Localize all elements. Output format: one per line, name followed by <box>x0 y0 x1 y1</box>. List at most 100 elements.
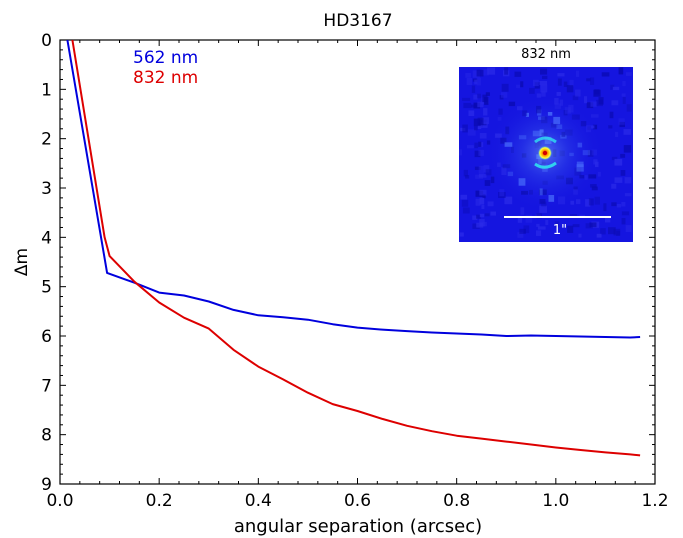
inset-speckle-cell <box>478 173 487 178</box>
y-tick-label: 8 <box>41 426 52 446</box>
inset-speckle-cell <box>586 78 591 82</box>
inset-speckle-cell <box>621 93 626 97</box>
inset-speckle-cell <box>483 108 488 116</box>
inset-speckle-cell <box>477 117 484 126</box>
inset-speckle-cell <box>556 92 561 96</box>
inset-speckle-cell <box>626 104 632 112</box>
inset-speckle-cell <box>591 114 599 118</box>
inset-speckle-cell <box>596 99 603 107</box>
inset-speckle-cell <box>476 69 484 77</box>
inset-speckle-cell <box>542 75 548 80</box>
inset-speckle-cell <box>466 78 473 85</box>
inset-speckle-cell <box>474 166 481 170</box>
legend-label-832: 832 nm <box>133 68 198 88</box>
inset-speckle-cell <box>539 81 548 86</box>
inset-speckle-cell <box>576 199 581 205</box>
inset-speckle-cell <box>541 91 546 97</box>
inset-speckle-cell <box>463 102 472 109</box>
x-tick-label: 0.4 <box>245 491 272 511</box>
inset-speckle-cell <box>482 94 488 103</box>
x-tick-label: 1.2 <box>641 491 668 511</box>
inset-speckle-cell <box>474 79 478 85</box>
inset-speckle-cell <box>460 194 468 200</box>
inset-speckle-cell <box>557 78 562 86</box>
x-tick-label: 0.2 <box>146 491 173 511</box>
inset-speckle-cell <box>601 72 610 77</box>
inset-speckle-cell <box>611 183 617 189</box>
inset-speckle-cell <box>498 192 506 198</box>
inset-speckle-cell <box>596 233 602 238</box>
inset-ring-upper <box>534 136 557 144</box>
inset-speckle-cell <box>482 117 490 125</box>
inset-speckle-cell <box>585 223 593 229</box>
inset-speckle-cell <box>499 95 504 100</box>
inset-speckle-cell <box>569 214 578 218</box>
inset-speckle-cell <box>462 207 470 214</box>
inset-speckle-cell <box>473 102 481 109</box>
inset-speckle-cell <box>504 67 509 75</box>
inset-speckle-cell <box>471 104 477 108</box>
inset-speckle-cell <box>479 213 485 218</box>
inset-speckle-cell <box>485 92 490 96</box>
inset-speckle-cell <box>586 102 594 109</box>
inset-speckle-cell <box>467 145 474 149</box>
inset-speckle-cell <box>569 79 574 87</box>
x-tick-label: 0.0 <box>46 491 73 511</box>
inset-speckle-cell <box>479 133 487 139</box>
y-tick-label: 3 <box>41 179 52 199</box>
inset-speckle-cell <box>598 97 604 105</box>
inset-speckle-cell <box>624 177 632 184</box>
inset-speckle-cell <box>501 83 509 92</box>
y-tick-label: 0 <box>41 31 52 51</box>
inset-speckle-cell <box>471 85 476 93</box>
series-layer <box>66 39 641 457</box>
inset-speckle-cell <box>585 199 591 207</box>
inset-speckle-cell <box>578 233 582 238</box>
y-tick-label: 6 <box>41 327 52 347</box>
inset-speckle-cell <box>517 232 524 238</box>
inset-speckle-cell <box>499 189 505 197</box>
inset-speckle-cell <box>608 227 616 235</box>
inset-speckle-cell <box>475 198 481 206</box>
inset-speckle-cell <box>537 226 546 230</box>
inset-speckle-cell <box>462 124 468 133</box>
inset-speckle-cell <box>590 77 595 85</box>
inset-speckle-cell <box>545 219 549 225</box>
inset-speckle-cell <box>459 232 464 237</box>
y-tick-label: 1 <box>41 80 52 100</box>
inset-speckle-cell <box>476 77 481 86</box>
inset-speckle-cell <box>536 223 540 227</box>
inset-speckle-cell <box>605 216 611 223</box>
inset-speckle-cell <box>608 125 613 129</box>
inset-speckle-cell <box>474 142 478 149</box>
inset-speckle-cell <box>490 211 496 216</box>
inset-speckle-cell <box>484 180 491 186</box>
x-tick-label: 0.8 <box>443 491 470 511</box>
inset-speckle-cell <box>623 145 632 153</box>
inset-speckle-cell <box>611 100 619 106</box>
inset-speckle-cell <box>473 94 478 100</box>
inset-speckle-cell <box>611 202 617 207</box>
inset-speckle-cell <box>613 228 621 236</box>
inset-speckle-cell <box>625 225 632 232</box>
inset-speckle-cell <box>540 68 548 75</box>
inset-speckle-cell <box>576 70 580 77</box>
inset-image: 832 nm 1" <box>459 47 633 242</box>
inset-speckle-cell <box>572 95 579 101</box>
inset-speckle-cell <box>590 184 597 188</box>
inset-speckle-cell <box>479 189 487 196</box>
inset-speckle-cell <box>575 89 581 97</box>
inset-speckle-cell <box>462 97 471 101</box>
inset-speckle-cell <box>529 87 535 94</box>
inset-speckle-cell <box>589 222 597 228</box>
inset-speckle-cell <box>621 211 630 216</box>
y-tick-label: 9 <box>41 475 52 495</box>
inset-speckle-cell <box>594 89 600 95</box>
inset-speckle-cell <box>594 196 600 205</box>
inset-speckle-cell <box>626 72 632 76</box>
inset-speckle-cell <box>615 131 619 137</box>
inset-speckle-cell <box>616 204 622 208</box>
inset-speckle-cell <box>514 71 522 77</box>
inset-speckle-cell <box>567 225 574 233</box>
